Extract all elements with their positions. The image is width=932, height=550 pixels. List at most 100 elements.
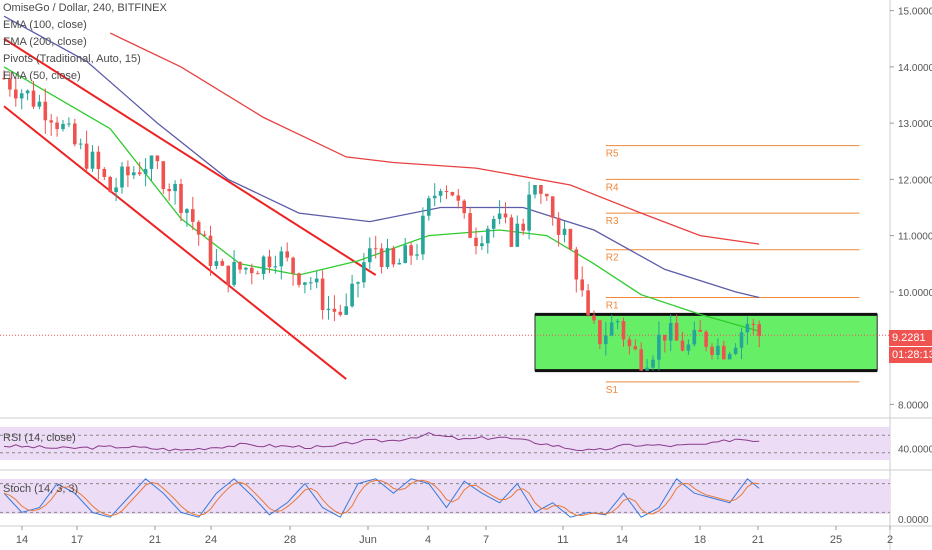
- y-tick-label: 12.0000: [898, 175, 932, 186]
- candle-body: [320, 278, 325, 311]
- candle-body: [751, 323, 756, 325]
- candle-body: [515, 223, 520, 247]
- candle-body: [261, 256, 266, 274]
- candle-body: [592, 315, 596, 321]
- candle-body: [267, 256, 272, 268]
- legend-ema200[interactable]: EMA (200, close): [3, 36, 87, 48]
- main-price-pane: R5 R4 R3 R2 R1 S1: [0, 15, 890, 396]
- axes: 15.0000 14.0000 13.0000 12.0000 11.0000 10.00…: [16, 7, 932, 546]
- candle-body: [692, 329, 697, 345]
- candle-body: [503, 213, 508, 218]
- candle-body: [562, 228, 567, 235]
- x-tick-label: 14: [16, 534, 28, 546]
- x-tick-label: Jun: [359, 534, 377, 546]
- candle-body: [291, 257, 295, 274]
- legend-rsi[interactable]: RSI (14, close): [3, 432, 76, 444]
- candle-body: [645, 367, 649, 371]
- x-tick-label: 17: [71, 534, 83, 546]
- candle-body: [409, 245, 413, 256]
- candle-body: [403, 245, 407, 263]
- candle-body: [108, 176, 112, 193]
- candle-body: [356, 282, 360, 284]
- legend-pivots[interactable]: Pivots (Traditional, Auto, 15): [3, 53, 141, 65]
- candle-body: [598, 320, 602, 345]
- pivot-label-r5: R5: [606, 149, 619, 160]
- candle-body: [710, 346, 714, 355]
- candle-body: [344, 306, 348, 315]
- candle-body: [657, 334, 661, 360]
- candle-body: [185, 209, 189, 213]
- candle-body: [202, 234, 207, 236]
- candle-body: [19, 93, 24, 99]
- candle-body: [574, 249, 579, 280]
- stoch-k-line: [3, 478, 760, 518]
- candle-body: [491, 218, 496, 229]
- candle-body: [37, 101, 42, 107]
- rsi-y-tick-label: 40.0000: [898, 444, 932, 455]
- channel-upper-line: [3, 37, 377, 276]
- candle-body: [368, 248, 372, 263]
- candle-body: [486, 228, 490, 244]
- candle-body: [297, 273, 301, 285]
- candle-body: [332, 308, 337, 312]
- x-tick-label: 25: [830, 534, 842, 546]
- x-tick-label: 7: [483, 534, 489, 546]
- candle-body: [25, 90, 30, 94]
- candle-body: [444, 191, 449, 193]
- pivot-label-r2: R2: [606, 253, 619, 264]
- candle-body: [668, 322, 673, 341]
- candle-body: [462, 200, 466, 214]
- candle-body: [208, 235, 213, 266]
- candle-body: [326, 308, 331, 311]
- y-tick-label: 14.0000: [898, 63, 932, 74]
- candle-body: [615, 321, 620, 323]
- candle-body: [745, 323, 750, 333]
- candle-body: [279, 251, 284, 267]
- candle-body: [191, 209, 195, 222]
- stoch-pane: [0, 478, 890, 518]
- candle-body: [456, 195, 461, 201]
- candle-body: [609, 322, 614, 336]
- candle-body: [55, 122, 59, 130]
- candle-body: [43, 101, 48, 121]
- channel-lower-line: [3, 105, 347, 380]
- candle-body: [757, 324, 761, 337]
- rsi-band: [0, 427, 890, 460]
- candle-body: [61, 123, 65, 130]
- legend-stoch[interactable]: Stoch (14, 3, 3): [3, 483, 79, 495]
- candle-body: [527, 194, 531, 231]
- ema200-line: [109, 32, 760, 245]
- candle-body: [545, 193, 549, 197]
- candle-body: [362, 262, 366, 283]
- candle-body: [2, 78, 6, 80]
- y-tick-label: 15.0000: [898, 7, 932, 18]
- candle-body: [568, 228, 573, 250]
- legend-ema100[interactable]: EMA (100, close): [3, 19, 87, 31]
- candle-body: [621, 321, 626, 340]
- candle-body: [143, 168, 148, 175]
- x-tick-label: 21: [149, 534, 161, 546]
- candle-body: [285, 251, 289, 258]
- candle-body: [586, 290, 590, 316]
- candle-body: [49, 120, 53, 123]
- candle-body: [739, 332, 744, 348]
- candle-body: [67, 123, 71, 125]
- legend-ema50[interactable]: EMA (50, close): [3, 70, 81, 82]
- candle-body: [556, 217, 561, 235]
- rsi-pane: [0, 432, 890, 454]
- candle-body: [391, 248, 396, 265]
- candle-body: [533, 185, 537, 195]
- x-tick-label: 28: [284, 534, 296, 546]
- y-tick-label: 10.0000: [898, 288, 932, 299]
- candle-body: [421, 215, 425, 255]
- candle-body: [604, 335, 608, 345]
- candle-body: [686, 344, 691, 351]
- candle-body: [427, 198, 431, 216]
- y-tick-label: 13.0000: [898, 119, 932, 130]
- candle-body: [155, 155, 160, 162]
- candle-body: [509, 217, 514, 247]
- candle-body: [727, 353, 732, 360]
- candle-body: [273, 266, 278, 268]
- candle-body: [539, 185, 543, 194]
